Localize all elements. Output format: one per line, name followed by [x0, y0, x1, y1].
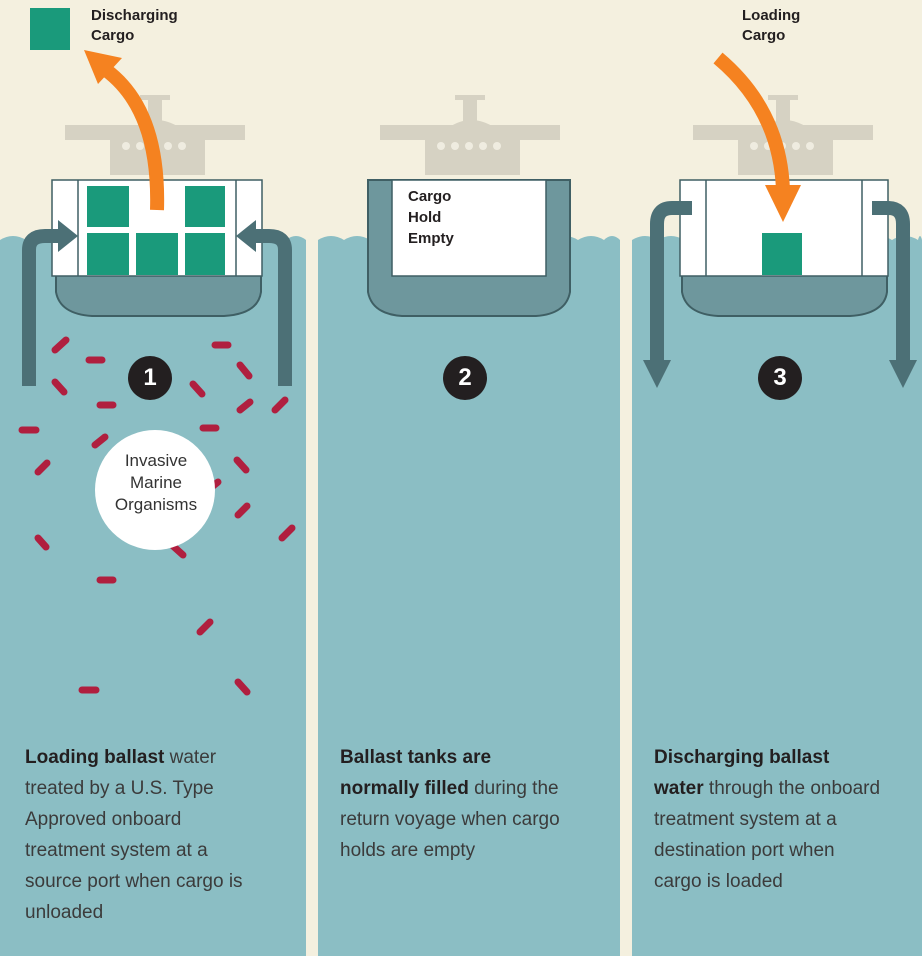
caption-text: water treated by a U.S. Type Approved on…: [25, 747, 243, 923]
step-number: 2: [443, 356, 487, 400]
step-number: 1: [128, 356, 172, 400]
step-number: 3: [758, 356, 802, 400]
cargo-box: [762, 233, 802, 275]
portholes: [122, 142, 814, 150]
infographic: DischargingCargo LoadingCargo CargoHoldE…: [0, 0, 922, 956]
caption-bold: Loading ballast: [25, 747, 164, 768]
caption: Ballast tanks are normally filled during…: [340, 742, 575, 866]
caption: Loading ballast water treated by a U.S. …: [25, 742, 250, 928]
caption: Discharging ballast water through the on…: [654, 742, 882, 897]
legend-swatch: [30, 8, 70, 50]
